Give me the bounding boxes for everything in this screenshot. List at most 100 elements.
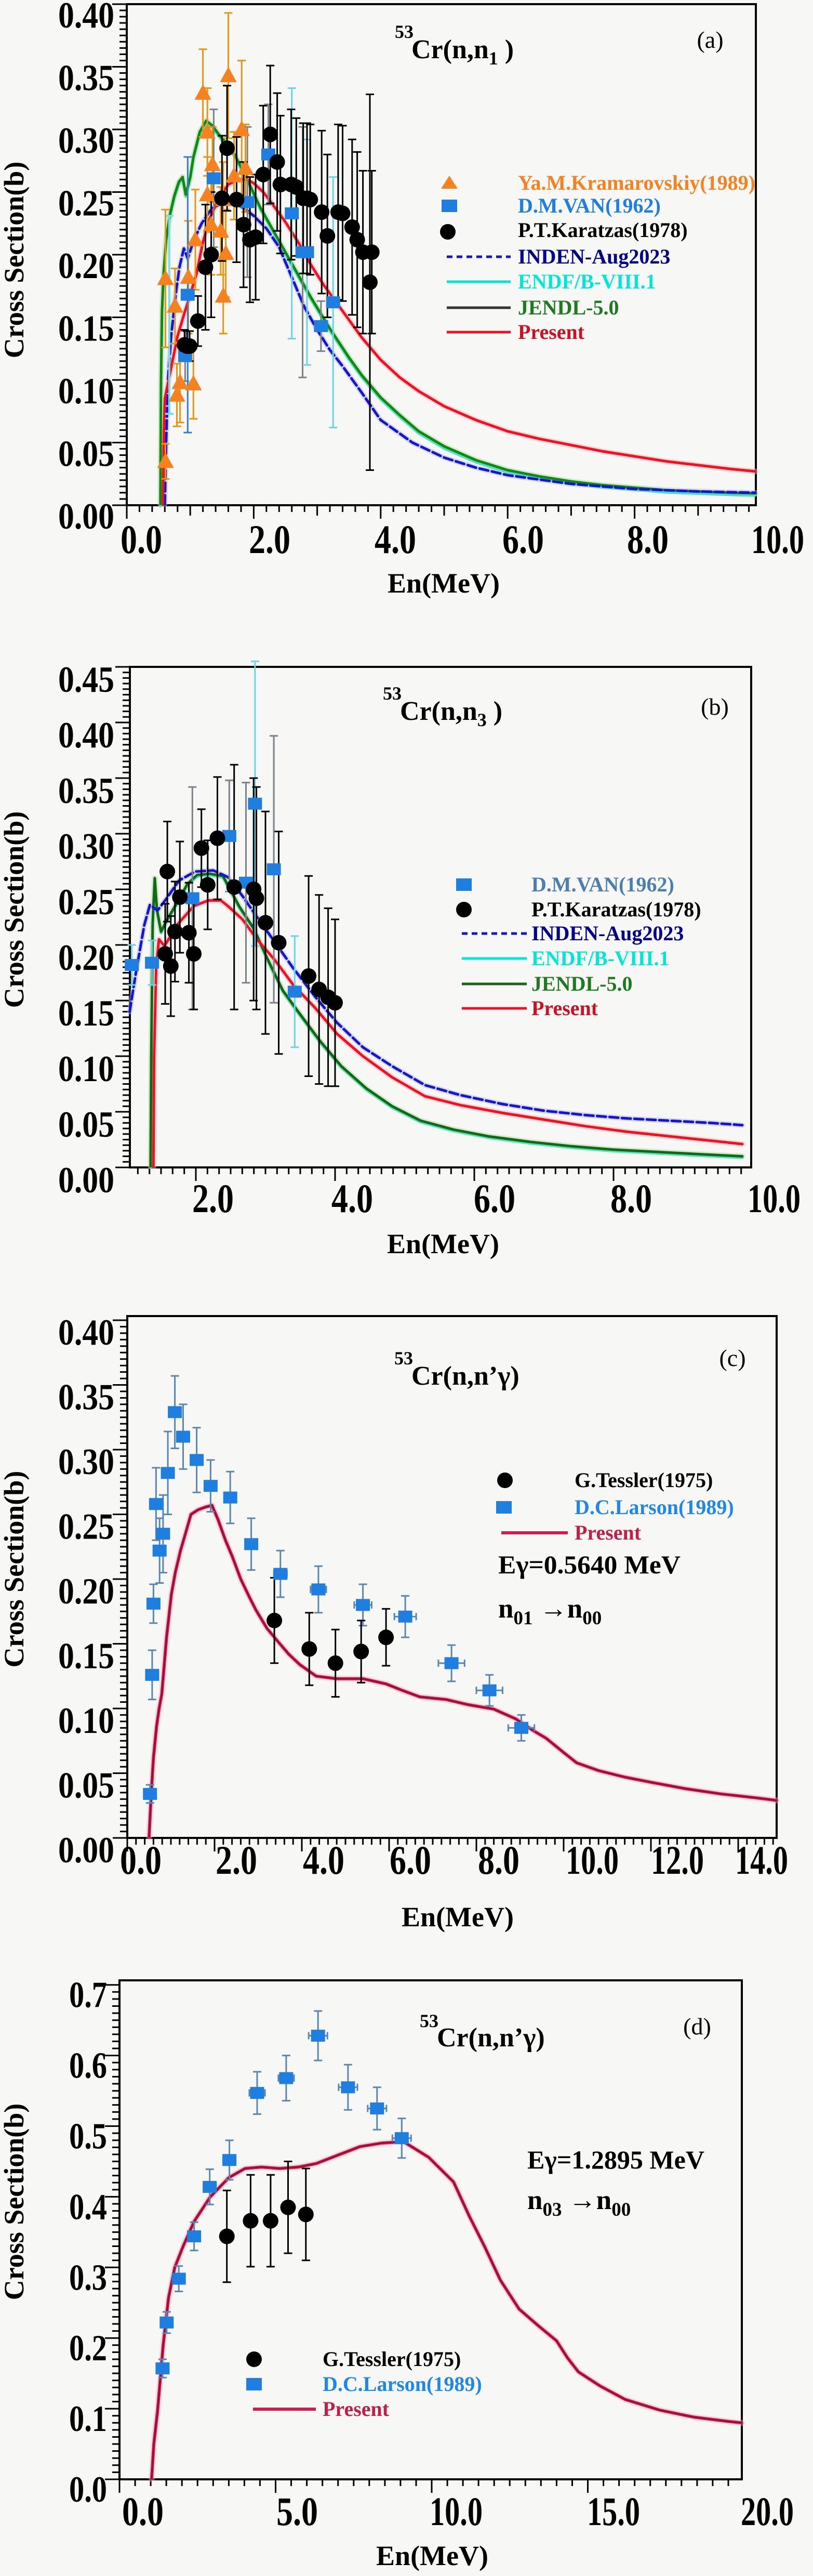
- svg-text:0.5: 0.5: [69, 2117, 107, 2157]
- svg-text:G.Tessler(1975): G.Tessler(1975): [575, 1468, 713, 1492]
- svg-text:Cr(n,n1 ): Cr(n,n1 ): [411, 35, 514, 69]
- svg-text:P.T.Karatzas(1978): P.T.Karatzas(1978): [518, 218, 688, 242]
- svg-text:ENDF/B-VIII.1: ENDF/B-VIII.1: [531, 947, 670, 970]
- svg-text:8.0: 8.0: [478, 1837, 519, 1883]
- svg-text:0.2: 0.2: [69, 2328, 107, 2369]
- svg-text:(c): (c): [719, 1345, 745, 1371]
- svg-text:0.05: 0.05: [58, 1766, 114, 1806]
- svg-text:0.15: 0.15: [58, 1636, 114, 1677]
- svg-text:Cross Section(b): Cross Section(b): [0, 2104, 30, 2301]
- svg-text:0.40: 0.40: [58, 0, 114, 36]
- svg-text:5.0: 5.0: [276, 2489, 318, 2534]
- svg-text:2.0: 2.0: [216, 1837, 257, 1883]
- svg-text:(b): (b): [701, 693, 729, 720]
- svg-text:10.0: 10.0: [566, 1837, 619, 1883]
- svg-text:2.0: 2.0: [249, 517, 290, 562]
- svg-text:15.0: 15.0: [587, 2489, 640, 2534]
- svg-text:0.25: 0.25: [58, 882, 114, 923]
- svg-text:6.0: 6.0: [502, 517, 544, 562]
- svg-text:Present: Present: [575, 1521, 642, 1544]
- svg-text:Cr(n,n’γ): Cr(n,n’γ): [437, 2023, 545, 2053]
- svg-text:8.0: 8.0: [627, 517, 669, 562]
- svg-text:JENDL-5.0: JENDL-5.0: [518, 296, 619, 319]
- svg-text:0.00: 0.00: [58, 1160, 114, 1201]
- svg-text:(d): (d): [683, 2013, 711, 2040]
- svg-text:53: 53: [394, 1348, 413, 1369]
- svg-text:14.0: 14.0: [735, 1837, 788, 1883]
- svg-text:En(MeV): En(MeV): [376, 2540, 488, 2571]
- svg-text:0.35: 0.35: [58, 1377, 114, 1418]
- svg-text:0.1: 0.1: [69, 2399, 107, 2439]
- svg-text:D.M.VAN(1962): D.M.VAN(1962): [531, 873, 674, 896]
- svg-text:0.25: 0.25: [58, 1507, 114, 1547]
- svg-text:8.0: 8.0: [610, 1176, 652, 1221]
- svg-text:0.7: 0.7: [69, 1975, 107, 2016]
- svg-text:53: 53: [420, 2010, 438, 2031]
- svg-text:0.10: 0.10: [58, 371, 114, 412]
- svg-text:0.4: 0.4: [69, 2187, 107, 2227]
- svg-text:12.0: 12.0: [651, 1837, 704, 1883]
- svg-text:4.0: 4.0: [303, 1837, 344, 1883]
- svg-text:INDEN-Aug2023: INDEN-Aug2023: [518, 245, 670, 268]
- svg-text:D.C.Larson(1989): D.C.Larson(1989): [323, 2372, 482, 2396]
- svg-text:0.15: 0.15: [58, 993, 114, 1034]
- svg-text:0.10: 0.10: [58, 1049, 114, 1089]
- svg-text:En(MeV): En(MeV): [387, 1228, 499, 1259]
- svg-text:4.0: 4.0: [375, 517, 416, 562]
- svg-text:0.0: 0.0: [69, 2469, 107, 2510]
- svg-text:6.0: 6.0: [390, 1837, 431, 1883]
- svg-text:Cross Section(b): Cross Section(b): [0, 162, 30, 359]
- svg-text:0.00: 0.00: [58, 496, 114, 537]
- svg-text:10.0: 10.0: [748, 1176, 801, 1221]
- svg-text:4.0: 4.0: [331, 1176, 373, 1221]
- svg-text:Cr(n,n’γ): Cr(n,n’γ): [411, 1361, 519, 1391]
- svg-text:0.20: 0.20: [58, 246, 114, 286]
- svg-text:0.35: 0.35: [58, 58, 114, 99]
- svg-text:Present: Present: [518, 320, 585, 344]
- svg-text:53: 53: [383, 683, 402, 704]
- svg-text:0.35: 0.35: [58, 771, 114, 811]
- svg-text:0.10: 0.10: [58, 1701, 114, 1741]
- svg-text:0.0: 0.0: [120, 1837, 162, 1883]
- svg-text:En(MeV): En(MeV): [402, 1901, 514, 1933]
- svg-text:0.05: 0.05: [58, 1105, 114, 1145]
- svg-text:ENDF/B-VIII.1: ENDF/B-VIII.1: [518, 270, 656, 293]
- svg-text:0.05: 0.05: [58, 434, 114, 475]
- svg-text:Eγ=1.2895 MeV: Eγ=1.2895 MeV: [527, 2145, 704, 2174]
- svg-text:0.20: 0.20: [58, 938, 114, 978]
- svg-text:0.40: 0.40: [58, 1312, 114, 1353]
- svg-text:0.0: 0.0: [121, 517, 162, 562]
- svg-text:INDEN-Aug2023: INDEN-Aug2023: [531, 922, 684, 945]
- svg-text:0.30: 0.30: [58, 1442, 114, 1482]
- svg-text:10.0: 10.0: [751, 517, 804, 562]
- svg-text:6.0: 6.0: [474, 1176, 515, 1221]
- svg-text:0.00: 0.00: [58, 1830, 114, 1871]
- svg-text:0.15: 0.15: [58, 309, 114, 349]
- svg-text:Cross Section(b): Cross Section(b): [0, 1471, 30, 1668]
- svg-text:Present: Present: [531, 996, 598, 1020]
- svg-text:JENDL-5.0: JENDL-5.0: [531, 972, 632, 995]
- svg-text:Cross Section(b): Cross Section(b): [0, 811, 30, 1008]
- svg-text:20.0: 20.0: [741, 2489, 794, 2534]
- svg-text:0.0: 0.0: [122, 2489, 164, 2534]
- svg-text:0.25: 0.25: [58, 183, 114, 224]
- svg-text:Eγ=0.5640 MeV: Eγ=0.5640 MeV: [498, 1550, 681, 1579]
- svg-text:0.40: 0.40: [58, 715, 114, 756]
- svg-text:2.0: 2.0: [192, 1176, 234, 1221]
- svg-text:10.0: 10.0: [430, 2489, 483, 2534]
- svg-text:0.6: 0.6: [69, 2046, 107, 2086]
- svg-text:Present: Present: [323, 2397, 390, 2421]
- svg-text:0.30: 0.30: [58, 121, 114, 161]
- svg-text:0.45: 0.45: [58, 660, 114, 700]
- svg-text:Cr(n,n3 ): Cr(n,n3 ): [400, 696, 502, 730]
- svg-text:53: 53: [395, 21, 414, 42]
- svg-text:G.Tessler(1975): G.Tessler(1975): [323, 2347, 461, 2371]
- svg-text:0.3: 0.3: [69, 2257, 107, 2298]
- svg-text:D.C.Larson(1989): D.C.Larson(1989): [575, 1495, 734, 1519]
- svg-text:P.T.Karatzas(1978): P.T.Karatzas(1978): [531, 898, 701, 921]
- svg-text:(a): (a): [697, 27, 723, 53]
- svg-text:0.30: 0.30: [58, 826, 114, 867]
- svg-text:Ya.M.Kramarovskiy(1989): Ya.M.Kramarovskiy(1989): [518, 171, 755, 194]
- svg-text:En(MeV): En(MeV): [388, 568, 500, 599]
- svg-text:0.20: 0.20: [58, 1571, 114, 1612]
